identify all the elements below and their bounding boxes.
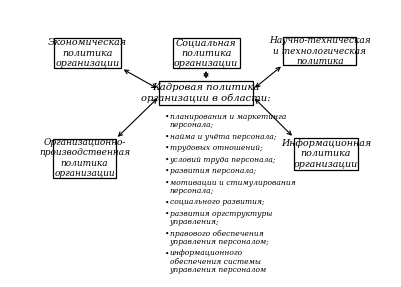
Text: •: • xyxy=(164,230,168,238)
Text: •: • xyxy=(164,133,168,141)
Text: информационного: информационного xyxy=(169,249,242,257)
Text: условий труда персонала;: условий труда персонала; xyxy=(169,156,275,164)
Bar xyxy=(159,82,252,104)
Text: Информационная
политика
организации: Информационная политика организации xyxy=(280,139,370,169)
Text: мотивации и стимулирования: мотивации и стимулирования xyxy=(169,179,295,187)
Text: •: • xyxy=(164,210,168,218)
Text: •: • xyxy=(164,249,168,257)
Text: персонала;: персонала; xyxy=(169,121,213,129)
Bar xyxy=(282,37,355,65)
Text: Научно-техническая
и технологическая
политика: Научно-техническая и технологическая пол… xyxy=(268,36,370,66)
Text: •: • xyxy=(164,113,168,121)
Text: управления персоналом: управления персоналом xyxy=(169,266,266,274)
Text: трудовых отношений;: трудовых отношений; xyxy=(169,144,261,152)
Text: Социальная
политика
организации: Социальная политика организации xyxy=(174,38,237,68)
Text: Кадровая политика
организации в области:: Кадровая политика организации в области: xyxy=(141,83,270,103)
Text: социального развития;: социального развития; xyxy=(169,198,263,206)
Text: управления;: управления; xyxy=(169,218,219,226)
Text: Организационно-
производственная
политика
организации: Организационно- производственная политик… xyxy=(39,138,130,178)
Text: найма и учёта персонала;: найма и учёта персонала; xyxy=(169,133,275,141)
Bar xyxy=(53,139,115,178)
Text: •: • xyxy=(164,167,168,175)
Text: правового обеспечения: правового обеспечения xyxy=(169,230,263,238)
Bar xyxy=(54,38,121,68)
Text: •: • xyxy=(164,144,168,152)
Text: обеспечения системы: обеспечения системы xyxy=(169,258,260,266)
Text: управления персоналом;: управления персоналом; xyxy=(169,238,269,246)
Bar xyxy=(172,38,239,68)
Text: развития персонала;: развития персонала; xyxy=(169,167,255,175)
Bar xyxy=(293,138,357,170)
Text: •: • xyxy=(164,156,168,164)
Text: развития оргструктуры: развития оргструктуры xyxy=(169,210,271,218)
Text: Экономическая
политика
организации: Экономическая политика организации xyxy=(48,38,127,68)
Text: планирования и маркетинга: планирования и маркетинга xyxy=(169,113,285,121)
Text: персонала;: персонала; xyxy=(169,187,213,195)
Text: •: • xyxy=(164,198,168,206)
Text: •: • xyxy=(164,179,168,187)
